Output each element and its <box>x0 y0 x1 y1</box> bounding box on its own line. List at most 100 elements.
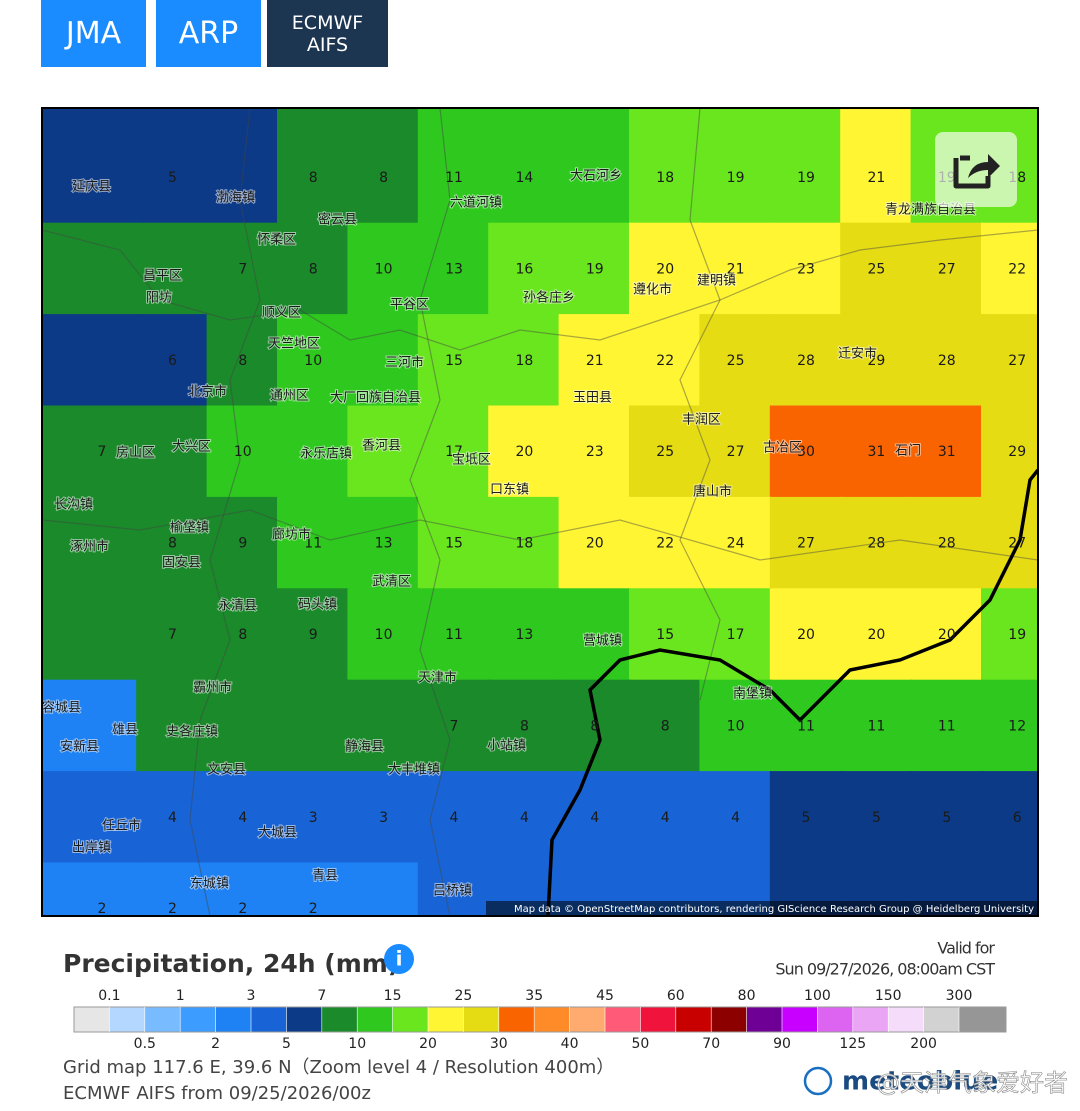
grid-value: 25 <box>727 353 745 369</box>
tab-jma[interactable]: JMA <box>41 0 146 67</box>
place-label: 大兴区 <box>172 440 211 455</box>
grid-value: 20 <box>938 627 956 643</box>
grid-cell <box>629 496 702 591</box>
grid-cell <box>699 222 772 317</box>
grid-cell <box>629 679 702 774</box>
grid-cell <box>910 314 983 408</box>
grid-value: 10 <box>727 718 745 734</box>
grid-value: 27 <box>1008 536 1026 552</box>
grid-cell <box>136 862 209 916</box>
legend-swatch <box>569 1007 605 1032</box>
place-label: 长沟镇 <box>54 498 93 513</box>
grid-cell <box>417 588 491 682</box>
grid-cell <box>277 108 350 225</box>
legend-swatch <box>286 1007 322 1032</box>
place-label: 玉田县 <box>573 391 612 406</box>
grid-cell <box>769 771 843 865</box>
grid-cell <box>206 679 279 774</box>
grid-cell <box>769 108 843 225</box>
grid-cell <box>558 314 631 408</box>
place-label: 永乐店镇 <box>300 447 352 462</box>
grid-cell <box>417 314 491 408</box>
legend-threshold: 10 <box>348 1036 366 1052</box>
grid-value: 8 <box>238 353 247 369</box>
grid-value: 20 <box>797 627 815 643</box>
tab-ecmwf-aifs[interactable]: ECMWF AIFS <box>267 0 388 67</box>
place-label: 大城县 <box>258 826 297 841</box>
grid-value: 11 <box>867 718 885 734</box>
grid-cell <box>488 588 561 682</box>
legend-swatch <box>463 1007 499 1032</box>
grid-value: 4 <box>238 810 247 826</box>
legend-threshold: 2 <box>211 1036 220 1052</box>
grid-cell <box>910 771 983 865</box>
grid-cell <box>699 679 772 774</box>
grid-cell <box>277 771 350 865</box>
legend-threshold: 7 <box>317 988 326 1004</box>
place-label: 安新县 <box>60 739 99 755</box>
info-icon[interactable] <box>384 944 414 974</box>
grid-cell <box>277 314 350 408</box>
grid-cell <box>629 108 702 225</box>
place-label: 阳坊 <box>146 291 172 306</box>
legend-swatch <box>852 1007 889 1032</box>
grid-value: 2 <box>309 901 318 917</box>
grid-cell <box>981 588 1038 682</box>
info-icon-glyph[interactable]: i <box>396 947 403 971</box>
legend-swatch <box>711 1007 747 1032</box>
grid-cell <box>769 588 843 682</box>
place-label: 迁安市 <box>838 346 877 362</box>
legend-swatch <box>357 1007 393 1032</box>
grid-value: 11 <box>938 718 956 734</box>
grid-cell <box>488 771 561 865</box>
legend-swatch <box>923 1007 959 1032</box>
grid-cell <box>136 771 209 865</box>
grid-cell <box>42 314 139 408</box>
grid-cell <box>136 496 209 591</box>
place-label: 通州区 <box>270 389 309 404</box>
place-label: 建明镇 <box>697 274 736 289</box>
grid-cell <box>417 108 491 225</box>
legend-swatch <box>817 1007 853 1032</box>
legend-threshold: 0.5 <box>134 1036 156 1052</box>
place-label: 三河市 <box>385 355 424 371</box>
grid-value: 27 <box>797 536 815 552</box>
grid-cell <box>769 314 843 408</box>
grid-value: 15 <box>445 536 463 552</box>
share-icon[interactable] <box>953 155 991 189</box>
logo-icon <box>803 1066 833 1096</box>
share-arrow[interactable] <box>968 154 1000 178</box>
legend-threshold: 125 <box>839 1036 866 1052</box>
grid-cell <box>417 862 491 916</box>
grid-value: 4 <box>450 810 459 826</box>
grid-value: 5 <box>168 170 177 186</box>
grid-cell <box>42 771 139 865</box>
tab-arp[interactable]: ARP <box>156 0 261 67</box>
grid-cell <box>840 679 913 774</box>
grid-value: 2 <box>238 901 247 917</box>
grid-value: 28 <box>797 353 815 369</box>
grid-value: 28 <box>867 536 885 552</box>
grid-cell <box>417 679 491 774</box>
place-label: 吕桥镇 <box>433 884 472 899</box>
legend-threshold: 15 <box>384 988 402 1004</box>
grid-cell <box>840 405 913 499</box>
boundaries <box>42 108 1038 916</box>
place-label: 廊坊市 <box>272 527 311 543</box>
grid-cell <box>347 496 420 591</box>
legend-swatch <box>215 1007 251 1032</box>
legend-threshold: 60 <box>667 988 685 1004</box>
grid-value: 13 <box>445 261 463 277</box>
grid-value: 22 <box>656 353 674 369</box>
legend-threshold: 200 <box>910 1036 937 1052</box>
grid-value: 19 <box>1008 627 1026 643</box>
grid-value: 28 <box>938 353 956 369</box>
share-button[interactable] <box>935 132 1017 207</box>
grid-cell <box>629 222 702 317</box>
place-label: 房山区 <box>116 445 155 461</box>
grid-cell <box>840 314 913 408</box>
grid-cell <box>840 108 913 225</box>
grid-cell <box>699 771 772 865</box>
grid-cell <box>488 108 561 225</box>
